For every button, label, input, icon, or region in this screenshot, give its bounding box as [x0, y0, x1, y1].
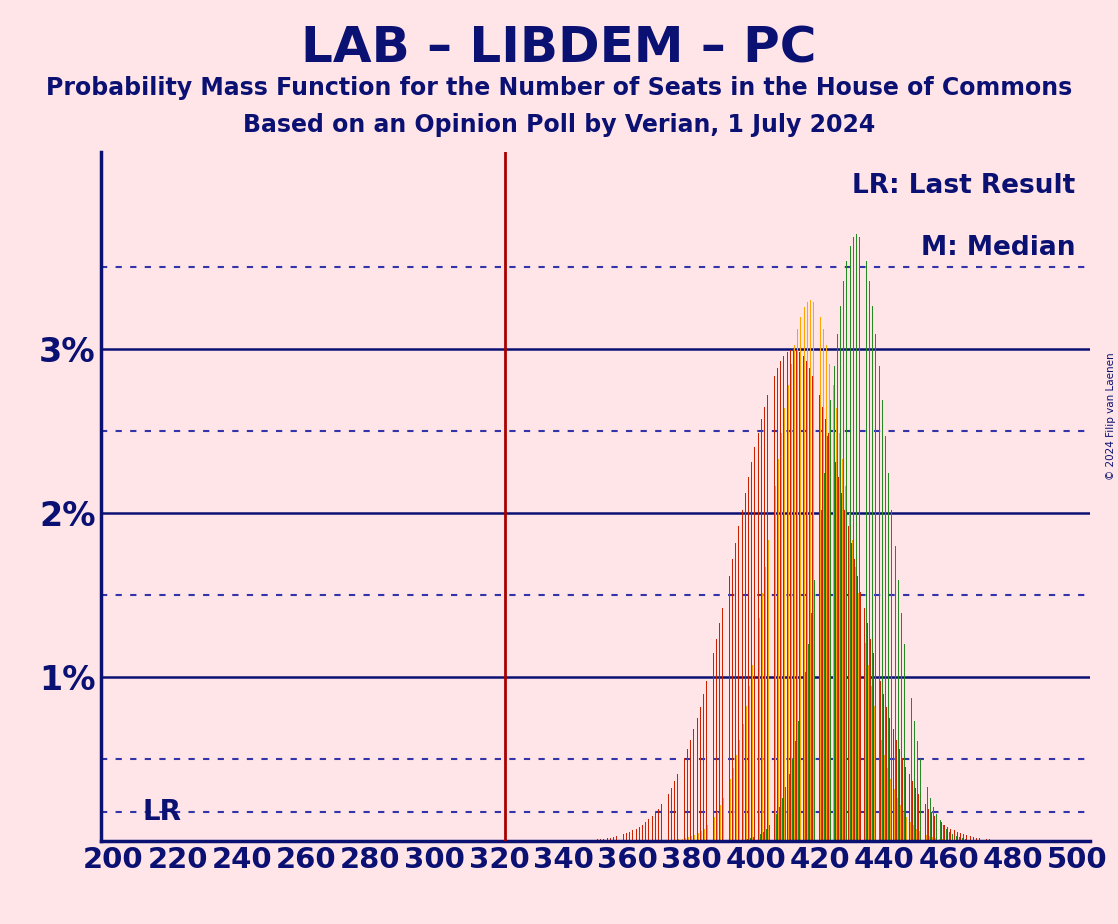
Text: © 2024 Filip van Laenen: © 2024 Filip van Laenen [1106, 352, 1116, 480]
Text: LR: Last Result: LR: Last Result [852, 173, 1076, 199]
Text: Based on an Opinion Poll by Verian, 1 July 2024: Based on an Opinion Poll by Verian, 1 Ju… [243, 113, 875, 137]
Text: LAB – LIBDEM – PC: LAB – LIBDEM – PC [301, 24, 817, 72]
Text: Probability Mass Function for the Number of Seats in the House of Commons: Probability Mass Function for the Number… [46, 76, 1072, 100]
Text: M: Median: M: Median [921, 235, 1076, 261]
Text: LR: LR [142, 798, 181, 826]
